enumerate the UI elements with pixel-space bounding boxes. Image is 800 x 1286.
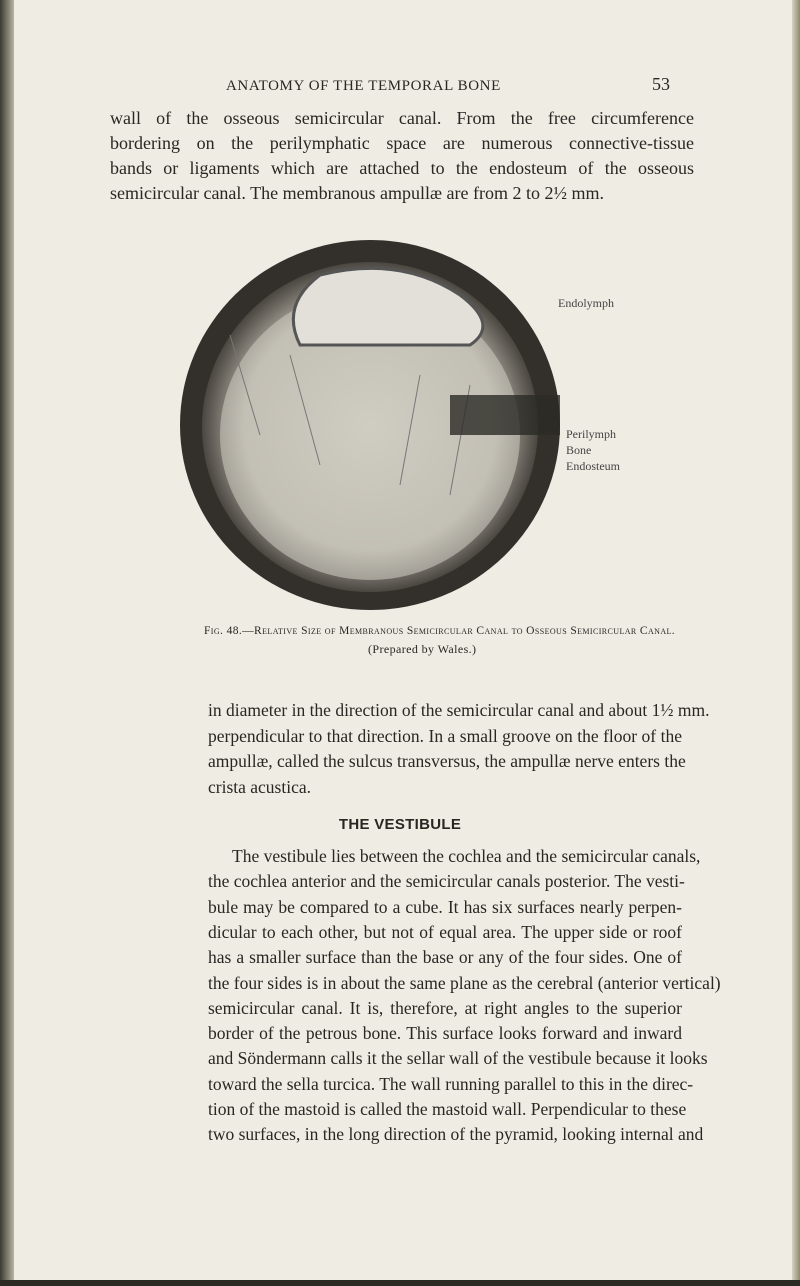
- text-line: toward the sella turcica. The wall runni…: [208, 1073, 694, 1094]
- text-line: has a smaller surface than the base or a…: [208, 947, 682, 968]
- section-heading: THE VESTIBULE: [338, 816, 462, 833]
- page-edge: [792, 0, 800, 1286]
- text-line: dicular to each other, but not of equal …: [208, 921, 682, 942]
- text-line: bands or ligaments which are attached to…: [110, 158, 694, 178]
- text-line: semicircular canal. It is, therefore, at…: [208, 997, 682, 1018]
- page-number: 53: [652, 74, 670, 94]
- text-line: and Söndermann calls it the sellar wall …: [208, 1048, 708, 1069]
- figure-image: [180, 240, 560, 610]
- text-line: two surfaces, in the long direction of t…: [208, 1124, 704, 1145]
- text-line: ampullæ, called the sulcus transversus, …: [208, 751, 686, 771]
- text-line: wall of the osseous semicircular canal. …: [110, 108, 694, 128]
- text-line: The vestibule lies between the cochlea a…: [232, 846, 701, 866]
- text-line: crista acustica.: [208, 776, 312, 797]
- running-title: ANATOMY OF THE TEMPORAL BONE: [226, 78, 501, 94]
- figure-caption: (Prepared by Wales.): [368, 642, 477, 656]
- text-line: bordering on the perilymphatic space are…: [110, 133, 694, 153]
- figure-label: Endosteum: [566, 459, 620, 473]
- text-line: bule may be compared to a cube. It has s…: [208, 896, 682, 917]
- text-line: semicircular canal. The membranous ampul…: [110, 183, 605, 203]
- page-edge: [0, 0, 14, 1286]
- text-line: border of the petrous bone. This surface…: [208, 1023, 682, 1044]
- text-line: perpendicular to that direction. In a sm…: [208, 725, 682, 746]
- text-line: the cochlea anterior and the semicircula…: [208, 871, 685, 892]
- figure-caption: Fig. 48.—Relative Size of Membranous Sem…: [204, 625, 676, 637]
- figure-label: Endolymph: [558, 296, 614, 310]
- page-edge: [0, 1280, 800, 1286]
- figure-label: Perilymph: [566, 427, 616, 441]
- text-line: the four sides is in about the same plan…: [208, 972, 721, 993]
- text-line: in diameter in the direction of the semi…: [208, 700, 710, 720]
- text-line: tion of the mastoid is called the mastoi…: [208, 1099, 687, 1119]
- figure-label: Bone: [566, 443, 592, 457]
